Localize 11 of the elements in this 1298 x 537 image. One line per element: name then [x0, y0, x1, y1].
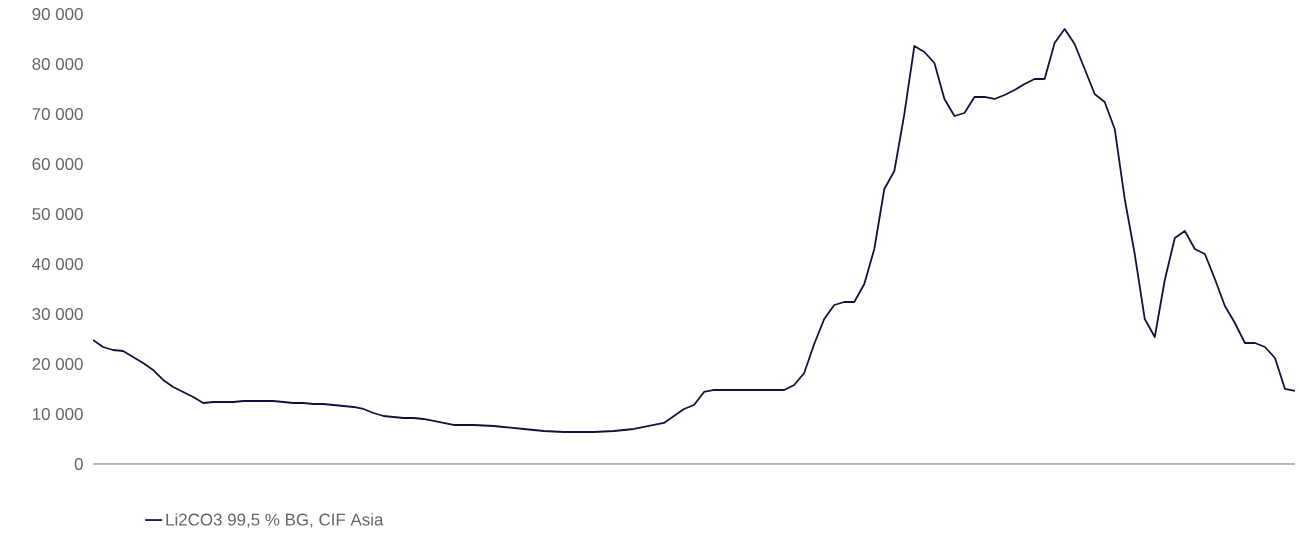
y-tick-label: 70 000 — [32, 107, 83, 120]
y-tick-label: 0 — [74, 457, 83, 470]
y-tick-label: 40 000 — [32, 257, 83, 270]
y-tick-label: 80 000 — [32, 58, 83, 70]
y-tick-label: 90 000 — [32, 8, 83, 20]
y-tick-label: 50 000 — [32, 207, 83, 220]
y-tick-label: 10 000 — [32, 407, 83, 420]
y-tick-label: 30 000 — [32, 307, 83, 320]
y-tick-label: 20 000 — [32, 357, 83, 370]
legend-label: Li2CO3 99,5 % BG, CIF Asia — [166, 513, 384, 528]
y-tick-label: 60 000 — [32, 157, 83, 170]
